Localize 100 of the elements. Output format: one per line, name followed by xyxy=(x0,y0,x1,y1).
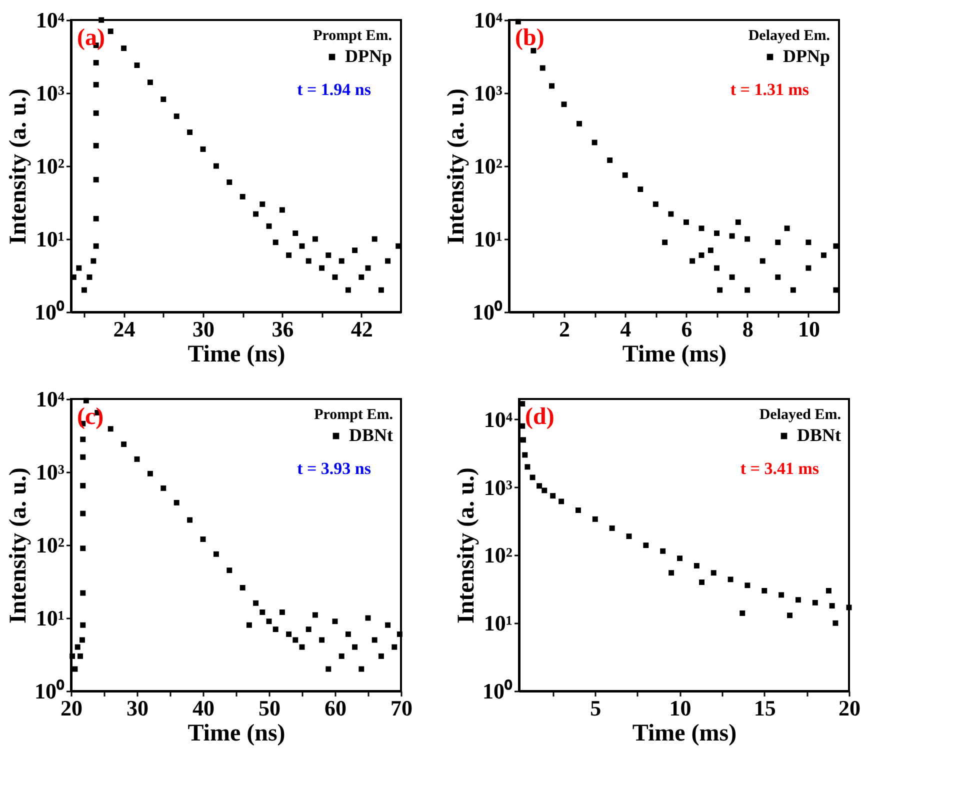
point xyxy=(108,426,114,432)
point xyxy=(80,590,86,596)
point xyxy=(660,548,666,554)
point xyxy=(643,542,649,548)
point xyxy=(683,219,689,225)
point xyxy=(762,588,768,594)
point xyxy=(714,230,720,236)
point xyxy=(558,498,564,504)
point xyxy=(98,17,104,23)
x-tick-label: 8 xyxy=(742,316,754,342)
point xyxy=(708,248,714,254)
x-tick-label: 36 xyxy=(272,316,294,342)
x-axis-title: Time (ms) xyxy=(632,720,737,746)
point xyxy=(80,482,86,488)
point xyxy=(226,568,232,574)
y-tick-label: 10² xyxy=(474,154,503,178)
point xyxy=(392,644,398,650)
point xyxy=(806,240,812,246)
point xyxy=(358,274,364,280)
point xyxy=(93,110,99,116)
point xyxy=(638,186,644,192)
x-tick-label: 10 xyxy=(798,316,820,342)
point xyxy=(93,60,99,66)
point xyxy=(522,452,528,458)
point xyxy=(699,579,705,585)
x-axis-title: Time (ns) xyxy=(188,342,286,368)
y-tick-label: 10³ xyxy=(36,80,65,106)
legend-title: Delayed Em. xyxy=(759,407,842,423)
point xyxy=(246,622,252,628)
annotation: t = 1.94 ns xyxy=(297,80,372,99)
point xyxy=(93,176,99,182)
point xyxy=(78,653,83,659)
point xyxy=(592,516,598,522)
point xyxy=(744,287,750,293)
y-tick-label: 10² xyxy=(36,532,65,558)
y-tick-label: 10³ xyxy=(474,80,503,106)
point xyxy=(240,194,246,200)
point xyxy=(729,274,735,280)
point xyxy=(80,546,86,552)
point xyxy=(536,483,542,489)
point xyxy=(698,252,704,258)
point xyxy=(542,488,548,494)
point xyxy=(626,534,632,540)
y-tick-label: 10⁰ xyxy=(34,300,64,324)
point xyxy=(134,456,140,462)
point xyxy=(174,500,180,506)
point xyxy=(80,436,86,442)
annotation: (b) xyxy=(515,25,544,51)
point xyxy=(524,464,530,470)
point xyxy=(326,252,332,258)
point xyxy=(728,576,734,582)
y-tick-label: 10⁰ xyxy=(472,300,502,324)
point xyxy=(279,609,285,615)
point xyxy=(80,510,86,516)
y-tick-label: 10⁴ xyxy=(36,386,65,412)
point xyxy=(826,588,832,594)
point xyxy=(352,644,358,650)
point xyxy=(520,437,526,443)
point xyxy=(609,525,615,531)
x-tick-label: 42 xyxy=(350,316,373,342)
point xyxy=(86,274,92,280)
x-tick-label: 15 xyxy=(754,696,776,720)
point xyxy=(352,248,358,254)
x-axis-title: Time (ns) xyxy=(188,720,286,746)
point xyxy=(550,493,556,499)
point xyxy=(787,612,793,618)
point xyxy=(710,570,716,576)
point xyxy=(662,240,668,246)
legend-title: Prompt Em. xyxy=(313,28,392,44)
point xyxy=(272,626,278,632)
x-tick-label: 4 xyxy=(620,316,632,342)
y-axis-title: Intensity (a. u.) xyxy=(454,467,480,624)
x-tick-label: 30 xyxy=(126,696,148,720)
x-tick-label: 24 xyxy=(113,316,136,342)
point xyxy=(652,201,658,207)
point xyxy=(160,485,166,491)
y-tick-label: 10³ xyxy=(484,474,513,500)
x-tick-label: 40 xyxy=(192,696,214,720)
point xyxy=(775,274,781,280)
point xyxy=(121,442,127,447)
point xyxy=(622,172,628,178)
point xyxy=(174,114,180,120)
point xyxy=(735,219,741,225)
point xyxy=(299,644,305,650)
point xyxy=(338,258,344,264)
annotation: t = 3.41 ms xyxy=(740,459,820,478)
point xyxy=(744,236,750,242)
point xyxy=(561,102,567,108)
point xyxy=(266,618,272,624)
point xyxy=(306,258,312,264)
point xyxy=(306,626,312,632)
point xyxy=(312,236,318,242)
point xyxy=(200,146,206,152)
point xyxy=(668,570,674,576)
y-tick-label: 10⁴ xyxy=(484,406,513,432)
point xyxy=(90,258,96,264)
point xyxy=(760,258,766,264)
point xyxy=(266,223,272,229)
y-tick-label: 10¹ xyxy=(474,226,502,252)
y-tick-label: 10⁴ xyxy=(36,8,65,32)
